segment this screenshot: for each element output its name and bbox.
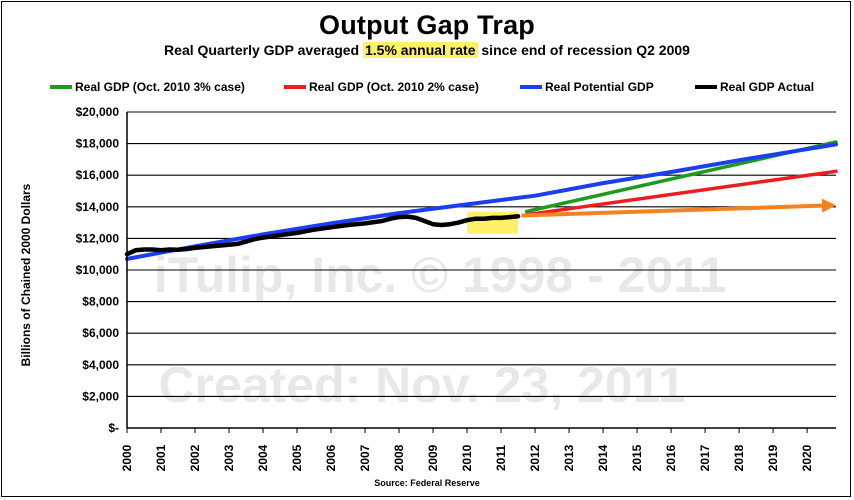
legend-item-black: Real GDP Actual	[695, 80, 814, 94]
legend-swatch-blue	[520, 85, 542, 89]
y-tick-label: $-	[108, 421, 119, 435]
x-tick-label: 2003	[222, 444, 236, 471]
legend-label-black: Real GDP Actual	[720, 80, 815, 94]
series-line-red	[524, 169, 838, 217]
y-tick-label: $10,000	[76, 263, 120, 277]
x-tick-label: 2005	[290, 444, 304, 471]
x-tick-label: 2000	[120, 444, 134, 471]
y-tick-label: $18,000	[76, 137, 120, 151]
x-tick-label: 2004	[256, 444, 270, 471]
trend-arrow-shaft	[521, 203, 823, 218]
source-note: Source: Federal Reserve	[374, 478, 480, 488]
y-tick-label: $12,000	[76, 231, 120, 245]
series-line-blue	[125, 142, 838, 261]
x-tick-label: 2008	[392, 444, 406, 471]
series-line-black	[124, 214, 521, 257]
x-tick-label: 2015	[630, 444, 644, 471]
trend-arrow-head	[821, 198, 836, 213]
subtitle-text-start: Real Quarterly GDP averaged	[164, 42, 363, 58]
x-tick-label: 2018	[732, 444, 746, 471]
legend-label-blue: Real Potential GDP	[545, 80, 654, 94]
legend-item-blue: Real Potential GDP	[520, 80, 654, 94]
y-tick-label: $16,000	[76, 168, 120, 182]
legend-item-red: Real GDP (Oct. 2010 2% case)	[284, 80, 479, 94]
legend-item-green: Real GDP (Oct. 2010 3% case)	[50, 80, 245, 94]
x-tick-label: 2017	[698, 444, 712, 471]
y-tick-label: $4,000	[82, 358, 119, 372]
x-tick-label: 2002	[188, 444, 202, 471]
chart-subtitle: Real Quarterly GDP averaged 1.5% annual …	[0, 42, 854, 58]
legend-swatch-black	[695, 85, 717, 89]
y-tick-label: $14,000	[76, 200, 120, 214]
x-tick-label: 2007	[358, 444, 372, 471]
x-tick-label: 2012	[528, 444, 542, 471]
y-tick-label: $20,000	[76, 105, 120, 119]
legend: Real GDP (Oct. 2010 3% case) Real GDP (O…	[50, 80, 850, 96]
x-tick-label: 2019	[766, 444, 780, 471]
x-tick-label: 2020	[800, 444, 814, 471]
x-tick-label: 2001	[154, 444, 168, 471]
x-tick-label: 2013	[562, 444, 576, 471]
legend-label-green: Real GDP (Oct. 2010 3% case)	[75, 80, 245, 94]
y-tick-label: $2,000	[82, 389, 119, 403]
x-tick-label: 2011	[494, 445, 508, 471]
legend-swatch-green	[50, 85, 72, 89]
legend-label-red: Real GDP (Oct. 2010 2% case)	[309, 80, 479, 94]
watermark-copyright: iTulip, Inc. © 1998 - 2011	[154, 247, 726, 303]
x-tick-label: 2016	[664, 444, 678, 471]
chart-title: Output Gap Trap	[319, 10, 535, 40]
subtitle-highlight: 1.5% annual rate	[363, 42, 478, 58]
subtitle-text-end: since end of recession Q2 2009	[477, 42, 690, 58]
x-tick-label: 2009	[426, 444, 440, 471]
legend-swatch-red	[284, 85, 306, 89]
x-tick-label: 2006	[324, 444, 338, 471]
x-tick-label: 2010	[460, 444, 474, 471]
y-tick-label: $6,000	[82, 326, 119, 340]
x-tick-label: 2014	[596, 444, 610, 471]
y-tick-label: $8,000	[82, 295, 119, 309]
watermark-created: Created: Nov. 23, 2011	[158, 357, 685, 413]
